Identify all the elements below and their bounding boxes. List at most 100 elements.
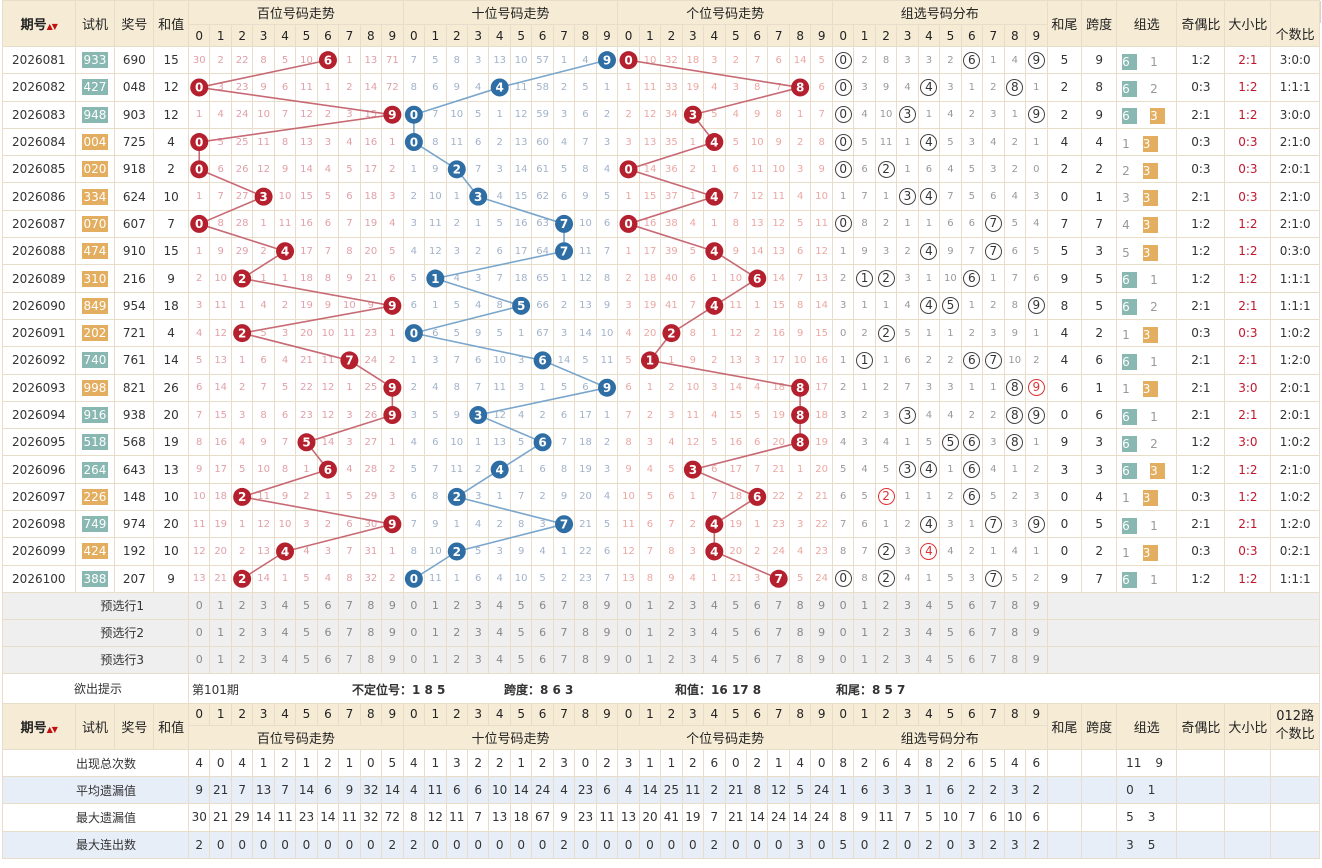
preselect-digit[interactable]: 4 [488,591,511,620]
preselect-digit[interactable]: 7 [552,645,576,674]
preselect-digit[interactable]: 7 [767,618,790,647]
preselect-digit[interactable]: 6 [531,591,554,620]
preselect-digit[interactable]: 8 [1003,591,1027,620]
preselect-digit[interactable]: 2 [660,645,683,674]
bottom-issue-header[interactable]: 期号▲▼ [2,702,76,750]
preselect-digit[interactable]: 5 [939,645,962,674]
preselect-digit[interactable]: 7 [338,645,361,674]
preselect-digit[interactable]: 9 [1025,645,1048,674]
preselect-digit[interactable]: 2 [230,591,254,620]
preselect-digit[interactable]: 1 [209,645,232,674]
preselect-digit[interactable]: 0 [617,591,640,620]
preselect-digit[interactable]: 1 [638,591,662,620]
preselect-digit[interactable]: 6 [531,618,554,647]
preselect-digit[interactable]: 8 [788,645,812,674]
preselect-digit[interactable]: 6 [745,618,769,647]
preselect-digit[interactable]: 5 [724,645,748,674]
preselect-digit[interactable]: 6 [316,645,340,674]
preselect-digit[interactable]: 1 [424,618,447,647]
preselect-digit[interactable]: 4 [273,618,297,647]
preselect-digit[interactable]: 1 [209,618,232,647]
preselect-digit[interactable]: 5 [939,618,962,647]
preselect-digit[interactable]: 1 [853,618,876,647]
preselect-digit[interactable]: 5 [295,591,318,620]
preselect-digit[interactable]: 4 [703,645,726,674]
preselect-digit[interactable]: 7 [552,591,576,620]
preselect-digit[interactable]: 9 [1025,618,1048,647]
preselect-digit[interactable]: 6 [316,618,340,647]
preselect-digit[interactable]: 0 [617,645,640,674]
preselect-digit[interactable]: 4 [917,645,941,674]
preselect-digit[interactable]: 8 [574,591,597,620]
preselect-digit[interactable]: 8 [788,618,812,647]
preselect-digit[interactable]: 1 [424,645,447,674]
preselect-digit[interactable]: 2 [445,618,469,647]
preselect-digit[interactable]: 6 [745,645,769,674]
preselect-digit[interactable]: 9 [381,645,404,674]
preselect-digit[interactable]: 9 [810,591,833,620]
preselect-digit[interactable]: 0 [831,591,855,620]
preselect-digit[interactable]: 4 [273,591,297,620]
preselect-digit[interactable]: 8 [359,591,383,620]
preselect-digit[interactable]: 2 [874,591,898,620]
preselect-digit[interactable]: 5 [939,591,962,620]
preselect-digit[interactable]: 7 [338,618,361,647]
preselect-digit[interactable]: 6 [960,591,984,620]
preselect-digit[interactable]: 0 [187,591,211,620]
preselect-digit[interactable]: 6 [531,645,554,674]
preselect-digit[interactable]: 0 [187,618,211,647]
preselect-digit[interactable]: 1 [209,591,232,620]
preselect-digit[interactable]: 5 [724,618,748,647]
preselect-digit[interactable]: 8 [359,645,383,674]
preselect-digit[interactable]: 4 [703,591,726,620]
preselect-digit[interactable]: 2 [230,645,254,674]
preselect-digit[interactable]: 2 [874,645,898,674]
preselect-digit[interactable]: 2 [230,618,254,647]
preselect-digit[interactable]: 0 [402,618,426,647]
preselect-digit[interactable]: 8 [788,591,812,620]
preselect-digit[interactable]: 4 [488,645,511,674]
preselect-digit[interactable]: 3 [466,618,490,647]
preselect-digit[interactable]: 6 [745,591,769,620]
preselect-digit[interactable]: 5 [724,591,748,620]
preselect-digit[interactable]: 0 [617,618,640,647]
preselect-digit[interactable]: 2 [660,591,683,620]
preselect-digit[interactable]: 9 [595,618,619,647]
preselect-digit[interactable]: 5 [295,645,318,674]
preselect-digit[interactable]: 2 [445,591,469,620]
preselect-digit[interactable]: 7 [982,645,1005,674]
preselect-digit[interactable]: 2 [445,645,469,674]
preselect-digit[interactable]: 5 [509,645,533,674]
preselect-digit[interactable]: 7 [552,618,576,647]
preselect-digit[interactable]: 8 [574,645,597,674]
preselect-digit[interactable]: 5 [509,591,533,620]
preselect-digit[interactable]: 9 [810,618,833,647]
preselect-digit[interactable]: 8 [1003,645,1027,674]
preselect-digit[interactable]: 0 [187,645,211,674]
preselect-digit[interactable]: 3 [252,591,275,620]
preselect-digit[interactable]: 1 [638,645,662,674]
preselect-digit[interactable]: 4 [273,645,297,674]
preselect-digit[interactable]: 8 [1003,618,1027,647]
sort-arrows-icon[interactable]: ▲▼ [46,724,58,734]
preselect-digit[interactable]: 4 [488,618,511,647]
preselect-digit[interactable]: 3 [896,645,919,674]
preselect-digit[interactable]: 7 [767,645,790,674]
preselect-digit[interactable]: 1 [424,591,447,620]
preselect-digit[interactable]: 0 [402,591,426,620]
preselect-digit[interactable]: 9 [595,591,619,620]
preselect-digit[interactable]: 8 [574,618,597,647]
preselect-digit[interactable]: 0 [831,645,855,674]
preselect-digit[interactable]: 0 [831,618,855,647]
preselect-digit[interactable]: 7 [982,618,1005,647]
preselect-digit[interactable]: 3 [252,618,275,647]
preselect-digit[interactable]: 6 [960,645,984,674]
preselect-digit[interactable]: 0 [402,645,426,674]
preselect-digit[interactable]: 4 [917,591,941,620]
preselect-digit[interactable]: 8 [359,618,383,647]
preselect-digit[interactable]: 3 [896,591,919,620]
preselect-digit[interactable]: 9 [381,618,404,647]
preselect-digit[interactable]: 3 [466,591,490,620]
preselect-digit[interactable]: 9 [595,645,619,674]
preselect-digit[interactable]: 3 [681,591,705,620]
